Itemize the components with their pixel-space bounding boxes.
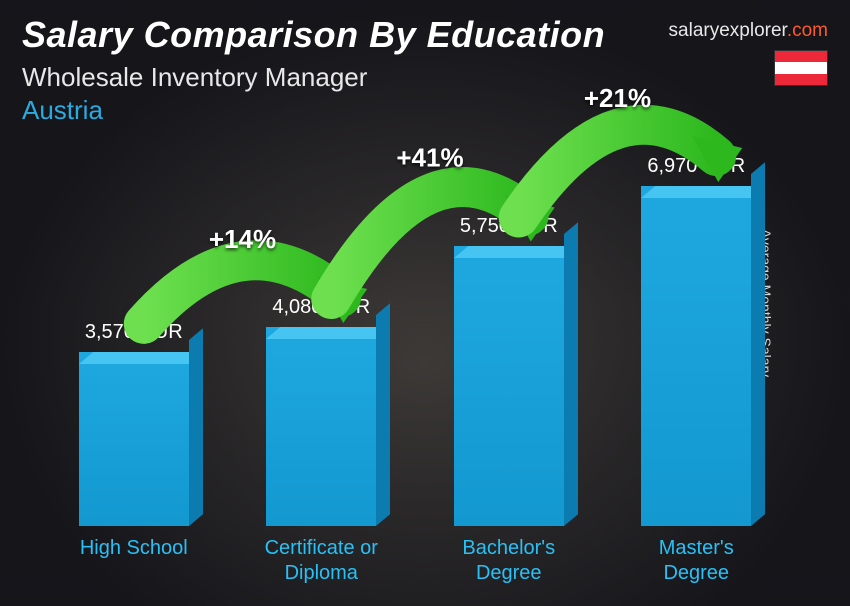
flag-austria [774, 50, 828, 86]
bar-side [751, 162, 765, 526]
bar-front [79, 352, 189, 526]
brand-name: salaryexplorer [669, 20, 787, 41]
bar-label: Bachelor'sDegree [462, 536, 555, 586]
bar-front [266, 327, 376, 526]
bar-value: 3,570 EUR [85, 321, 183, 344]
bar-top [266, 327, 390, 339]
bar-side [564, 222, 578, 526]
chart-column: 3,570 EUR High School [40, 321, 228, 586]
bar-value: 6,970 EUR [647, 155, 745, 178]
flag-stripe [775, 51, 827, 62]
bar-top [454, 246, 578, 258]
chart-column: 4,080 EUR Certificate orDiploma [228, 296, 416, 586]
bar [266, 327, 376, 526]
bar-value: 4,080 EUR [272, 296, 370, 319]
flag-stripe [775, 74, 827, 85]
bar-side [189, 328, 203, 526]
bar-label: Certificate orDiploma [265, 536, 378, 586]
bar-top [641, 186, 765, 198]
flag-stripe [775, 62, 827, 73]
bar-front [641, 186, 751, 526]
bar-front [454, 246, 564, 526]
chart-column: 5,750 EUR Bachelor'sDegree [415, 215, 603, 586]
brand-suffix: .com [787, 20, 828, 41]
bar [454, 246, 564, 526]
bar-label: High School [80, 536, 188, 586]
bar-value: 5,750 EUR [460, 215, 558, 238]
subtitle: Wholesale Inventory Manager [22, 62, 828, 93]
bar [79, 352, 189, 526]
brand-logo: salaryexplorer.com [669, 20, 828, 42]
chart-column: 6,970 EUR Master'sDegree [603, 155, 791, 586]
bar-top [79, 352, 203, 364]
bar-side [376, 303, 390, 526]
country-label: Austria [22, 95, 828, 126]
bar [641, 186, 751, 526]
bar-label: Master'sDegree [659, 536, 734, 586]
salary-bar-chart: 3,570 EUR High School 4,080 EUR Certificate… [40, 146, 790, 586]
